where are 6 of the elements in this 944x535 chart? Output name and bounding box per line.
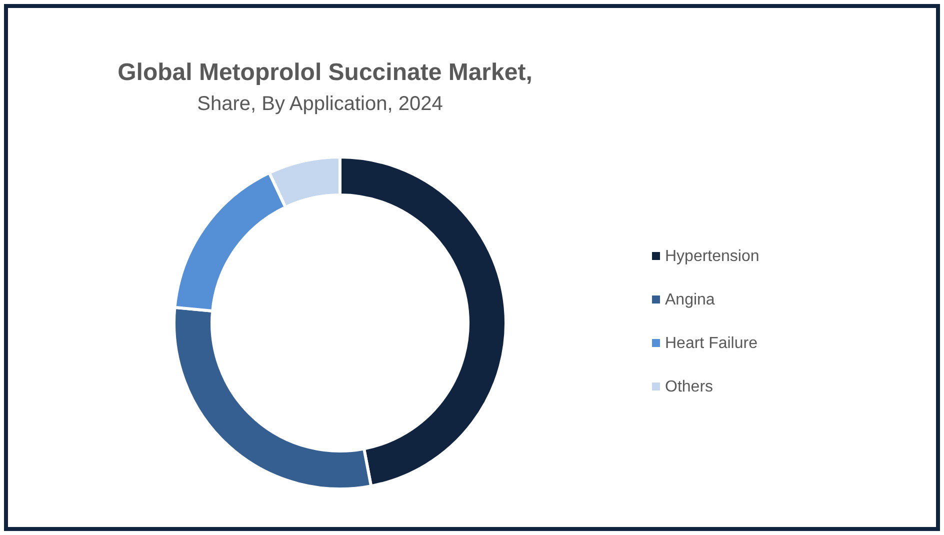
chart-title: Global Metoprolol Succinate Market, [118,59,532,86]
legend-label: Angina [665,292,715,308]
legend-label: Hypertension [665,248,760,265]
legend-label: Heart Failure [665,335,758,352]
legend-label: Others [665,378,714,396]
chart-subtitle: Share, By Application, 2024 [197,93,443,115]
